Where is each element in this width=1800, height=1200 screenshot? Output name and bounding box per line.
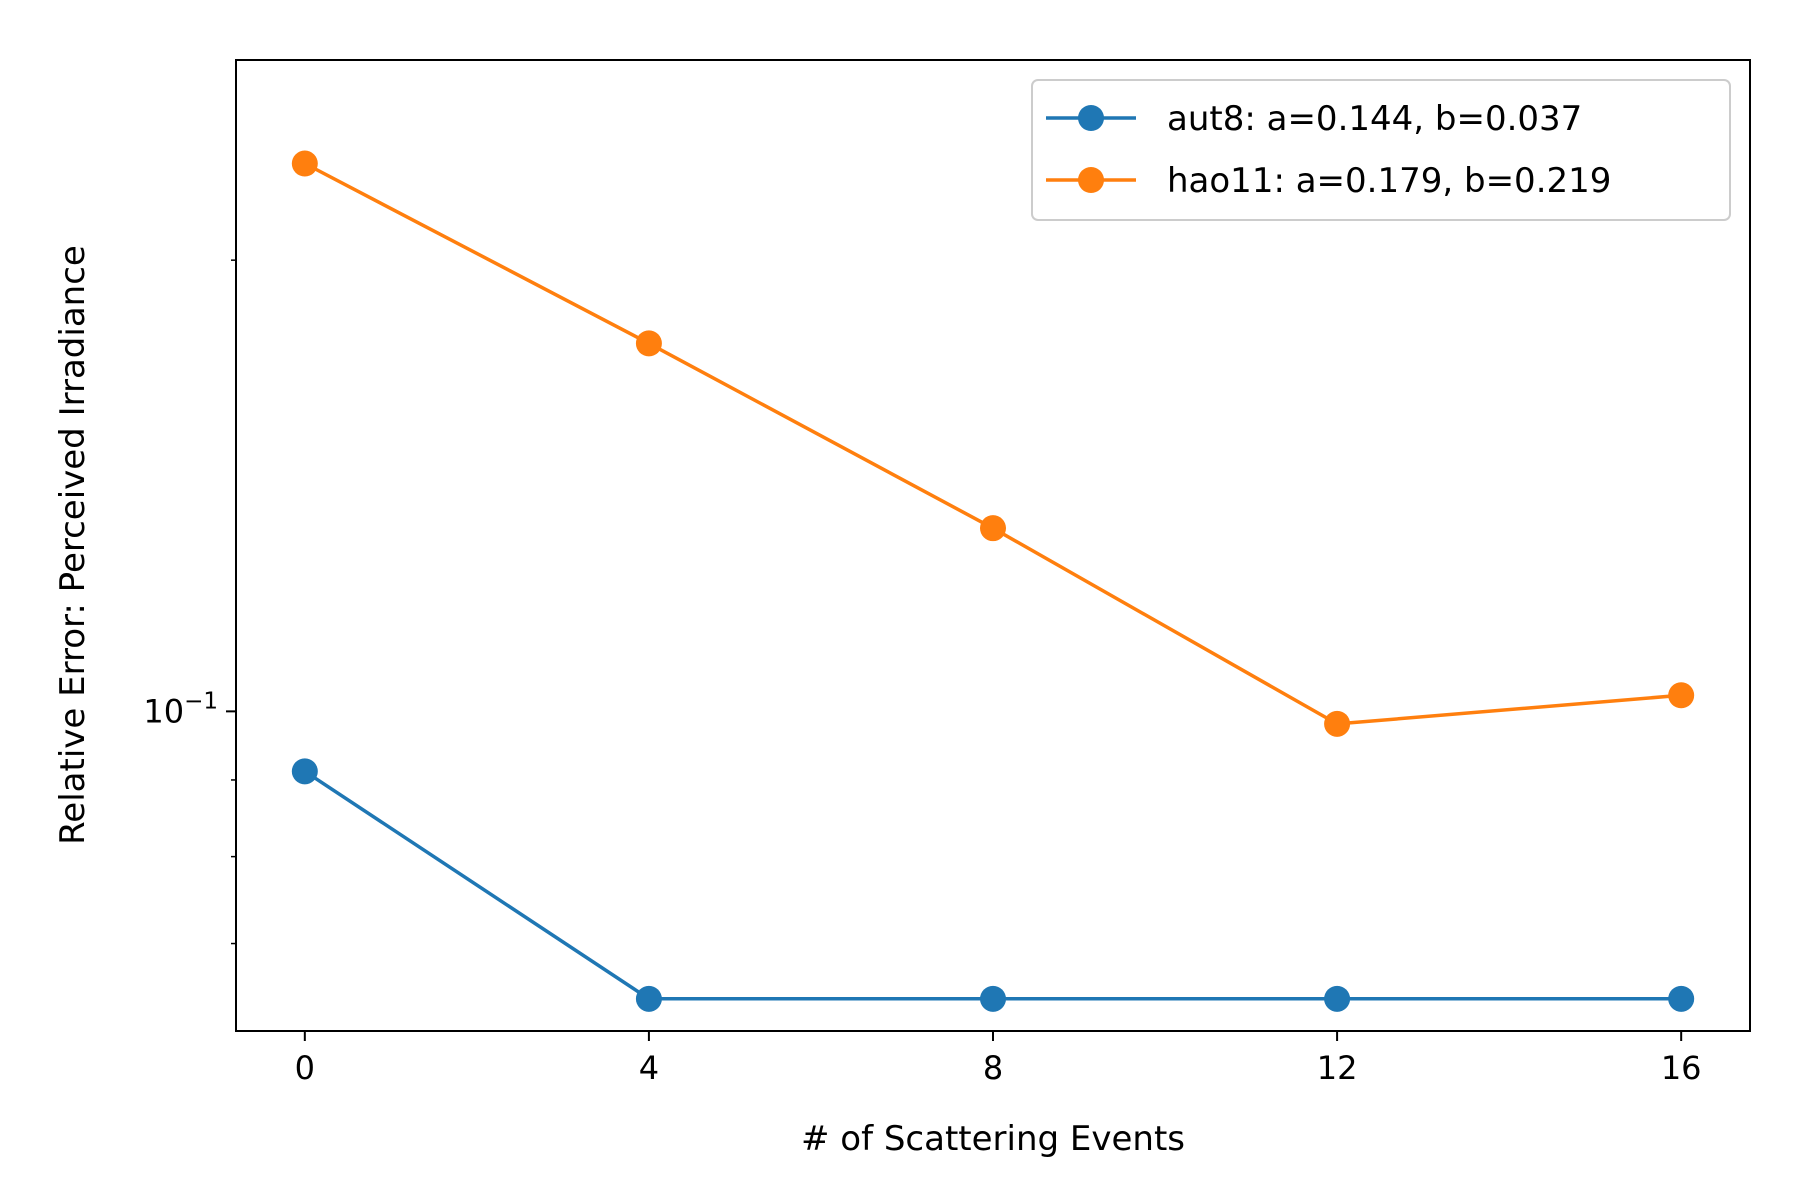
series-layer [291, 150, 1695, 1012]
x-tick-label: 0 [295, 1049, 315, 1087]
data-point [980, 515, 1006, 542]
legend-item: hao11: a=0.179, b=0.219 [1046, 161, 1611, 201]
data-point [635, 330, 662, 357]
legend: aut8: a=0.144, b=0.037 hao11: a=0.179, b=… [1031, 79, 1731, 221]
legend-frame [1031, 79, 1731, 221]
series-0 [291, 758, 1695, 1012]
y-axis: 10−1 [143, 259, 236, 945]
series-1 [291, 150, 1695, 737]
data-point [291, 150, 318, 177]
x-tick-label: 8 [983, 1049, 1003, 1087]
legend-item: aut8: a=0.144, b=0.037 [1046, 99, 1582, 139]
x-tick-label: 12 [1317, 1049, 1358, 1087]
data-point [1324, 985, 1351, 1012]
x-axis: 0 4 8 12 16 [295, 1031, 1702, 1087]
data-point [1668, 682, 1695, 709]
data-point [1668, 985, 1695, 1012]
plot-background [236, 60, 1750, 1031]
legend-marker [1078, 167, 1104, 193]
legend-marker [1078, 105, 1104, 131]
y-tick-label: 10−1 [143, 688, 218, 730]
data-point [980, 985, 1006, 1012]
legend-label: aut8: a=0.144, b=0.037 [1167, 99, 1582, 139]
y-axis-title: Relative Error: Perceived Irradiance [53, 245, 93, 845]
data-point [291, 758, 318, 785]
data-point [635, 985, 662, 1012]
data-point [1324, 710, 1351, 737]
x-axis-title: # of Scattering Events [801, 1119, 1185, 1159]
x-tick-label: 4 [639, 1049, 659, 1087]
x-tick-label: 16 [1661, 1049, 1702, 1087]
legend-label: hao11: a=0.179, b=0.219 [1167, 161, 1611, 201]
